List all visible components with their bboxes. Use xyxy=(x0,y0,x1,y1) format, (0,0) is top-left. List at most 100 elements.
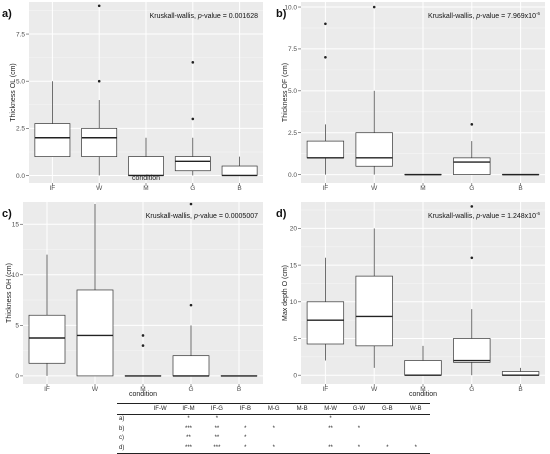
table-cell: ** xyxy=(214,425,220,432)
y-tick-label: 2.5 xyxy=(16,126,25,133)
table-row: c) ** ** * xyxy=(117,434,430,444)
table-header-cell: G-B xyxy=(382,405,393,412)
outlier-point xyxy=(97,79,101,83)
y-tick-label: 10 xyxy=(290,299,298,306)
annotation-p: p xyxy=(193,213,198,220)
table-header-cell: IF-W xyxy=(153,405,167,412)
outlier-point xyxy=(470,123,474,126)
annotation-prefix: Kruskall-wallis, xyxy=(150,13,198,20)
table-cell: * xyxy=(244,444,247,451)
table-cell: ** xyxy=(186,435,191,442)
annotation-p: p xyxy=(475,213,480,220)
box-if xyxy=(306,22,345,175)
x-tick-label-b: B xyxy=(237,386,241,393)
x-tick-label-b: B xyxy=(237,185,241,192)
annotation-p: p xyxy=(475,13,480,20)
x-axis-label: condition xyxy=(409,391,437,398)
box-body xyxy=(34,123,71,157)
table-header-cell: M-G xyxy=(267,405,280,412)
box-body xyxy=(221,165,258,176)
box-body xyxy=(81,127,118,157)
box-body xyxy=(355,132,393,167)
box-body xyxy=(404,360,442,376)
box-body xyxy=(355,275,393,347)
box-g xyxy=(172,202,210,377)
x-tick-label-if: IF xyxy=(44,386,50,393)
box-w xyxy=(355,228,393,368)
table-cell: *** xyxy=(185,425,193,432)
table-header-row: IF-W IF-M IF-G IF-B M-G M-B M-W G-W G-B W-B xyxy=(117,403,430,415)
x-tick-label-g: G xyxy=(469,386,474,393)
panel-a: 0.0 2.5 5.0 7.5 IF W M G B Thickness OL (cm) condi… xyxy=(2,2,263,192)
panel-b: 0.0 2.5 5.0 7.5 10.0 IF W M G B Thickness OF (cm) b… xyxy=(276,2,545,192)
outlier-point xyxy=(97,4,101,8)
table-cell: c) xyxy=(119,435,124,442)
x-tick-label-b: B xyxy=(518,386,522,393)
box-body xyxy=(306,301,345,345)
kruskal-wallis-annotation: Kruskall-wallis, p-value = 0.001628 xyxy=(150,13,258,20)
table-cell: d) xyxy=(119,444,125,451)
y-tick-label: 2.5 xyxy=(288,130,297,137)
table-cell: * xyxy=(244,425,247,432)
outlier-point xyxy=(324,22,327,26)
outlier-point xyxy=(470,256,474,260)
table-cell: ** xyxy=(328,425,333,432)
table-cell: * xyxy=(187,416,190,423)
y-tick-label: 5 xyxy=(293,336,297,343)
table-row: d) *** *** * * ** * * * xyxy=(117,443,430,454)
x-tick-label-w: W xyxy=(371,386,378,393)
x-tick-label-b: B xyxy=(518,185,522,192)
table-header-cell: IF-B xyxy=(239,405,251,412)
box-body xyxy=(76,289,114,377)
table-header-cell: W-B xyxy=(409,405,422,412)
x-tick-label-m: M xyxy=(140,386,145,393)
table-cell: * xyxy=(272,444,275,451)
panel-c: 0 5 10 15 IF W M G B Thickness OH (cm) condition c)… xyxy=(2,202,263,398)
box-if xyxy=(28,254,66,376)
y-tick-label: 15 xyxy=(12,222,20,229)
box-if xyxy=(306,257,345,361)
table-cell: * xyxy=(357,425,361,432)
y-tick-label: 15 xyxy=(290,262,298,269)
x-axis-label: condition xyxy=(132,175,160,182)
outlier-point xyxy=(189,303,193,307)
box-w xyxy=(76,204,114,377)
y-axis-label: Max depth O (cm) xyxy=(282,265,289,321)
outlier-point xyxy=(191,117,195,121)
table-header-cell: G-W xyxy=(352,405,366,412)
box-w xyxy=(355,5,393,175)
panel-d: 0 5 10 15 20 IF W M G B Max depth O (cm) condition d… xyxy=(276,202,545,398)
y-tick-label: 0.0 xyxy=(16,173,25,180)
box-body xyxy=(174,156,211,172)
box-if xyxy=(34,81,71,157)
y-axis-label: Thickness OF (cm) xyxy=(282,63,289,122)
x-tick-label-w: W xyxy=(371,185,378,192)
x-tick-label-if: IF xyxy=(50,185,56,192)
y-tick-label: 5.0 xyxy=(16,78,25,85)
outlier-point xyxy=(324,56,327,59)
box-body xyxy=(28,314,66,364)
annotation-exponent: -6 xyxy=(536,11,540,16)
box-body xyxy=(453,338,491,363)
y-tick-label: 0.0 xyxy=(288,172,297,179)
x-axis-label: condition xyxy=(129,391,157,398)
panel-label: b) xyxy=(276,8,287,20)
table-cell: b) xyxy=(119,425,125,432)
y-tick-label: 5.0 xyxy=(288,88,297,95)
box-b xyxy=(221,156,258,177)
x-tick-label-w: W xyxy=(92,386,99,393)
box-body xyxy=(128,156,164,176)
significance-table: IF-W IF-M IF-G IF-B M-G M-B M-W G-W G-B W-B a) * * * b… xyxy=(117,403,430,454)
table-header-cell: IF-G xyxy=(210,405,223,412)
annotation-prefix: Kruskall-wallis, xyxy=(146,213,194,220)
outlier-point xyxy=(189,202,193,206)
y-tick-label: 5 xyxy=(15,323,19,330)
x-tick-label-m: M xyxy=(420,386,425,393)
outlier-point xyxy=(372,5,376,9)
y-tick-label: 0 xyxy=(293,372,297,379)
panel-label: d) xyxy=(276,208,287,220)
y-tick-label: 0 xyxy=(15,373,19,380)
table-cell: ** xyxy=(214,435,220,442)
box-m xyxy=(124,334,162,377)
x-tick-label-g: G xyxy=(188,386,193,393)
